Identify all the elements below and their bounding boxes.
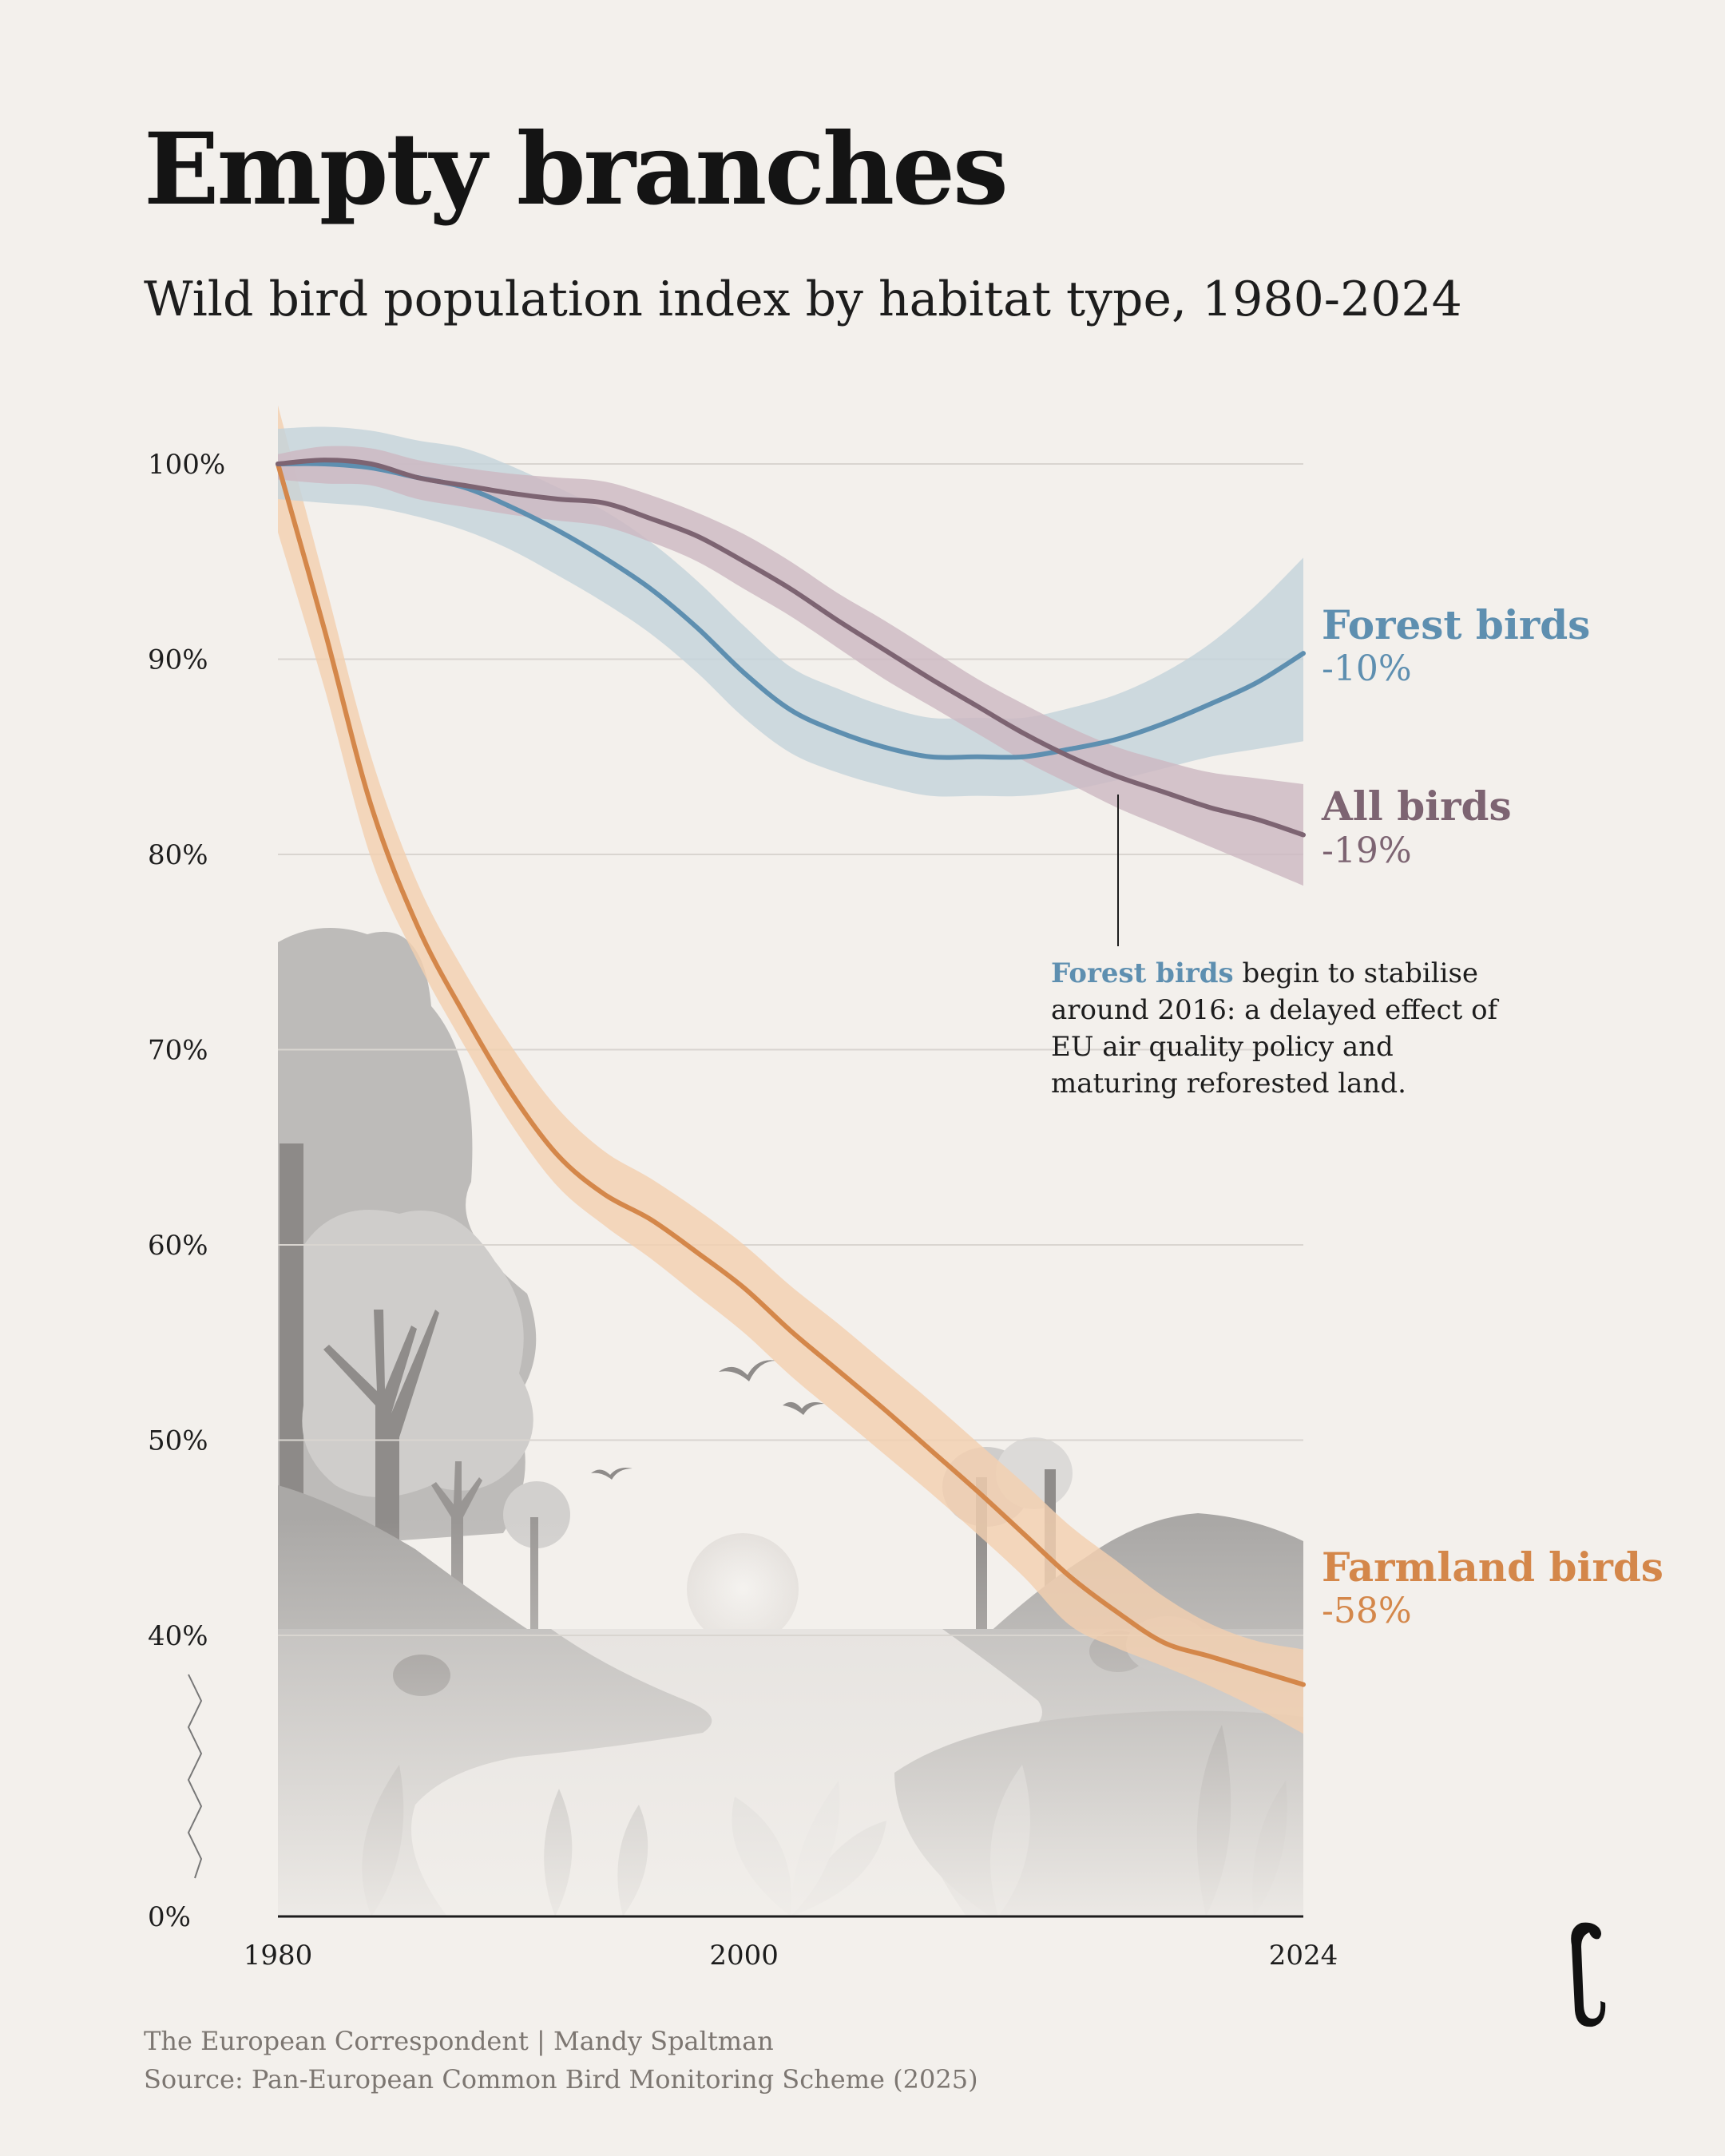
flying-bird-icon <box>719 1360 776 1381</box>
x-tick-label: 1980 <box>244 1940 313 1972</box>
series-lines <box>276 458 1306 1687</box>
all-birds-confidence-band <box>278 446 1303 886</box>
chart-title: Empty branches <box>144 112 1009 228</box>
y-tick-label: 50% <box>148 1425 208 1457</box>
all-birds-change-label: -19% <box>1322 830 1412 871</box>
series-labels: Farmland birds-58% Forest birds-10% All bi… <box>1321 601 1664 1631</box>
y-tick-label: 80% <box>148 839 208 871</box>
farmland-birds-line <box>276 462 1306 1687</box>
x-tick-label: 2024 <box>1269 1940 1338 1972</box>
y-tick-label: 90% <box>148 644 208 676</box>
forest-birds-change-label: -10% <box>1322 648 1412 689</box>
farmland-birds-confidence-band <box>278 405 1303 1734</box>
farmland-birds-label: Farmland birds <box>1322 1544 1664 1591</box>
annotation-highlight: Forest birds <box>1051 957 1234 989</box>
landscape-illustration <box>278 888 1303 1916</box>
flying-bird-icon <box>591 1468 632 1480</box>
y-tick-label: 60% <box>148 1230 208 1262</box>
farmland-birds-change-label: -58% <box>1322 1591 1412 1631</box>
all-birds-label: All birds <box>1321 783 1512 830</box>
source-line: Source: Pan-European Common Bird Monitor… <box>144 2064 978 2095</box>
x-axis: 1980 2000 2024 <box>244 1940 1338 1972</box>
credit-line: The European Correspondent | Mandy Spalt… <box>144 2026 774 2056</box>
chart-subtitle: Wild bird population index by habitat ty… <box>144 271 1462 327</box>
all-birds-line <box>276 458 1306 838</box>
annotation-text: begin to stabilise around 2016: a delaye… <box>1051 957 1498 1100</box>
forest-birds-label: Forest birds <box>1322 601 1590 648</box>
y-tick-label: 0% <box>148 1901 191 1933</box>
y-tick-label: 100% <box>148 449 225 481</box>
gridlines <box>278 463 1303 1636</box>
publication-logo-icon <box>1571 1922 1606 2027</box>
tree-trunk <box>280 1143 303 1495</box>
axis-break-icon <box>187 1674 203 1879</box>
mist <box>278 1517 1303 1916</box>
bare-tree <box>323 1310 439 1589</box>
y-axis: 100% 90% 80% 70% 60% 50% 40% 0% <box>148 449 225 1933</box>
y-tick-label: 70% <box>148 1035 208 1067</box>
y-tick-label: 40% <box>148 1620 208 1652</box>
annotation: Forest birds begin to stabilise around 2… <box>1051 955 1498 1102</box>
flying-bird-icon <box>783 1401 824 1415</box>
x-tick-label: 2000 <box>709 1940 779 1972</box>
